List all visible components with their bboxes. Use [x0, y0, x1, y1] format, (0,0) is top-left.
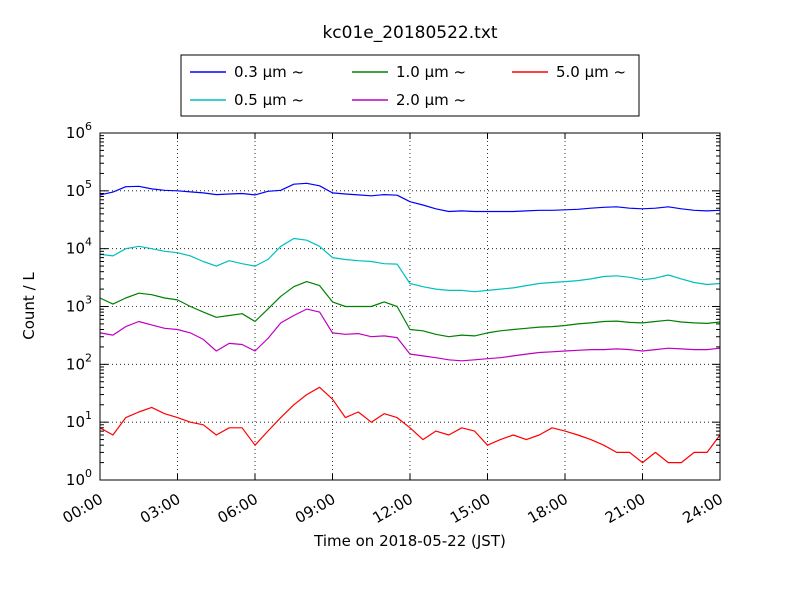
y-tick-label: 100 [66, 467, 92, 489]
y-tick-label: 104 [66, 236, 92, 258]
x-axis: 00:00 03:00 06:00 09:00 12:00 15:00 18:00 21:00… [60, 133, 726, 527]
series-line-4 [99, 386, 721, 464]
x-tick-label: 15:00 [447, 490, 493, 527]
y-tick-label: 103 [66, 294, 92, 316]
x-tick-label: 24:00 [680, 490, 726, 527]
y-axis-title: Count / L [20, 272, 38, 340]
x-tick-label: 18:00 [525, 490, 571, 527]
y-tick-label: 102 [66, 351, 92, 373]
series-line-3 [99, 308, 721, 362]
series-line-0 [99, 182, 721, 213]
legend-label: 0.5 μm ~ [234, 91, 304, 109]
series-layer [99, 182, 721, 464]
gridlines [100, 133, 720, 480]
y-tick-label: 101 [66, 409, 92, 431]
series-line-1 [99, 237, 721, 293]
y-tick-label: 106 [66, 120, 92, 142]
legend-label: 1.0 μm ~ [396, 63, 466, 81]
legend-label: 0.3 μm ~ [234, 63, 304, 81]
x-tick-label: 21:00 [602, 490, 648, 527]
x-tick-label: 03:00 [137, 490, 183, 527]
chart-title: kc01e_20180522.txt [322, 23, 497, 43]
x-axis-title: Time on 2018-05-22 (JST) [313, 532, 506, 550]
legend: 0.3 μm ~ 0.5 μm ~ 1.0 μm ~ 2.0 μm ~ 5.0 μm ~ [180, 54, 640, 117]
y-tick-label: 105 [66, 178, 92, 200]
x-tick-label: 06:00 [215, 490, 261, 527]
x-tick-label: 12:00 [370, 490, 416, 527]
x-tick-label: 09:00 [292, 490, 338, 527]
x-tick-label: 00:00 [60, 490, 106, 527]
legend-label: 2.0 μm ~ [396, 91, 466, 109]
y-axis: 100 101 102 103 104 105 106 [66, 120, 720, 489]
legend-box [180, 54, 640, 117]
legend-label: 5.0 μm ~ [556, 63, 626, 81]
series-line-2 [99, 281, 721, 338]
